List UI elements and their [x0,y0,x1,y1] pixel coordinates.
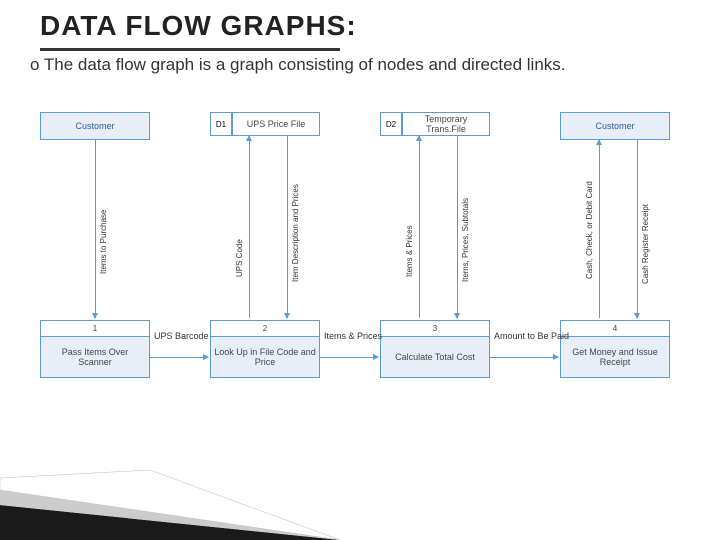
entity-box: Customer [560,112,670,140]
arrow-right [490,357,558,358]
datastore-label: Temporary Trans.File [402,112,490,136]
process-number: 3 [380,320,490,336]
flow-label-up: Items & Prices [405,177,414,277]
process-number: 1 [40,320,150,336]
process-number: 2 [210,320,320,336]
flow-label-down: Items to Purchase [99,184,108,274]
title-underline [40,48,340,51]
datastore-id: D1 [210,112,232,136]
decorative-wedge [0,470,340,540]
flow-label-up: UPS Code [235,177,244,277]
process-box: Get Money and Issue Receipt [560,336,670,378]
arrow-down [637,140,638,318]
flow-label-down: Item Description and Prices [291,172,300,282]
arrow-down [287,136,288,318]
page-title: DATA FLOW GRAPHS: [0,0,720,46]
process-box: Look Up in File Code and Price [210,336,320,378]
datastore-label: UPS Price File [232,112,320,136]
flow-label-down: Items, Prices, Subtotals [461,172,470,282]
arrow-right [320,357,378,358]
flow-label-h: UPS Barcode [154,331,206,341]
arrow-down [457,136,458,318]
flow-label-down: Cash Register Receipt [641,174,650,284]
flow-label-up: Cash, Check, or Debit Card [585,179,594,279]
arrow-up [599,140,600,318]
flow-label-h: Amount to Be Paid [494,331,556,341]
flow-label-h: Items & Prices [324,331,376,341]
arrow-up [249,136,250,318]
arrow-up [419,136,420,318]
arrow-down [95,140,96,318]
datastore-id: D2 [380,112,402,136]
process-box: Calculate Total Cost [380,336,490,378]
process-number: 4 [560,320,670,336]
arrow-right [150,357,208,358]
process-box: Pass Items Over Scanner [40,336,150,378]
entity-box: Customer [40,112,150,140]
data-flow-diagram: Customer 1Pass Items Over Scanner Items to… [0,100,720,440]
